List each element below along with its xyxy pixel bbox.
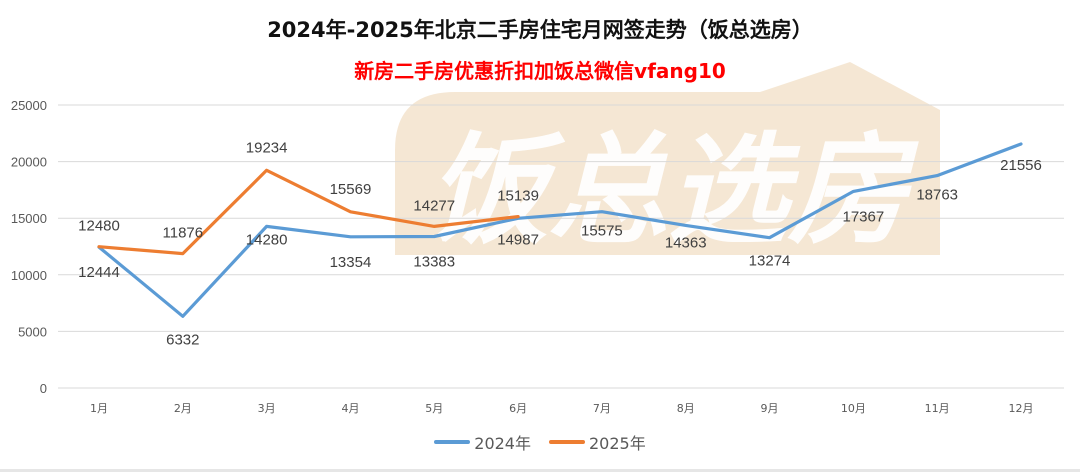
svg-text:10000: 10000 [11, 268, 47, 283]
svg-text:13354: 13354 [330, 254, 372, 271]
bottom-border [0, 469, 1080, 472]
series-lines [97, 142, 1023, 318]
legend-label-2025: 2025年 [589, 434, 646, 453]
svg-text:14277: 14277 [413, 197, 455, 214]
svg-text:13383: 13383 [413, 254, 455, 271]
svg-text:11月: 11月 [925, 402, 950, 415]
svg-text:饭总选房: 饭总选房 [428, 122, 919, 261]
x-axis: 1月 2月 3月 4月 5月 6月 7月 8月 9月 10月 11月 12月 [90, 402, 1034, 415]
svg-text:4月: 4月 [341, 402, 359, 415]
legend-swatch-2024 [434, 440, 471, 444]
svg-text:2月: 2月 [174, 402, 192, 415]
svg-text:13274: 13274 [749, 253, 791, 270]
svg-text:3月: 3月 [258, 402, 276, 415]
y-axis: 0 5000 10000 15000 20000 25000 [11, 98, 47, 396]
data-labels: 12444 6332 14280 13354 13383 14987 15575 14363 1… [78, 139, 1042, 348]
svg-text:15569: 15569 [330, 181, 372, 198]
svg-text:21556: 21556 [1000, 157, 1042, 174]
legend-label-2024: 2024年 [474, 434, 531, 453]
svg-text:11876: 11876 [163, 225, 204, 242]
svg-text:25000: 25000 [11, 98, 47, 113]
svg-text:10月: 10月 [841, 402, 866, 415]
chart-title: 2024年-2025年北京二手房住宅月网签走势（饭总选房） [267, 18, 813, 42]
legend-swatch-2025 [549, 440, 585, 444]
svg-text:9月: 9月 [761, 402, 779, 415]
svg-text:6332: 6332 [166, 331, 199, 348]
legend-item-2024: 2024年 [434, 430, 531, 454]
svg-text:5月: 5月 [425, 402, 443, 415]
svg-text:0: 0 [40, 381, 47, 396]
chart-subtitle: 新房二手房优惠折扣加饭总微信vfang10 [354, 59, 726, 83]
svg-text:19234: 19234 [246, 139, 288, 156]
svg-text:14280: 14280 [246, 231, 288, 248]
svg-text:12444: 12444 [78, 264, 120, 281]
watermark-logo: 饭总选房 [395, 62, 940, 261]
svg-text:15000: 15000 [11, 211, 47, 226]
legend-item-2025: 2025年 [549, 430, 646, 454]
svg-text:12480: 12480 [78, 218, 120, 235]
svg-text:15139: 15139 [497, 188, 539, 205]
svg-text:5000: 5000 [18, 324, 47, 339]
svg-text:7月: 7月 [593, 402, 611, 415]
svg-text:15575: 15575 [581, 223, 623, 240]
svg-text:6月: 6月 [509, 402, 527, 415]
svg-text:1月: 1月 [90, 402, 108, 415]
svg-text:20000: 20000 [11, 155, 47, 170]
svg-text:18763: 18763 [916, 187, 958, 204]
svg-text:14987: 14987 [497, 231, 539, 248]
svg-text:12月: 12月 [1009, 402, 1034, 415]
svg-text:17367: 17367 [843, 208, 885, 225]
svg-text:8月: 8月 [677, 402, 695, 415]
gridlines [58, 104, 1064, 389]
svg-text:14363: 14363 [665, 234, 707, 251]
legend: 2024年 2025年 [0, 430, 1080, 454]
